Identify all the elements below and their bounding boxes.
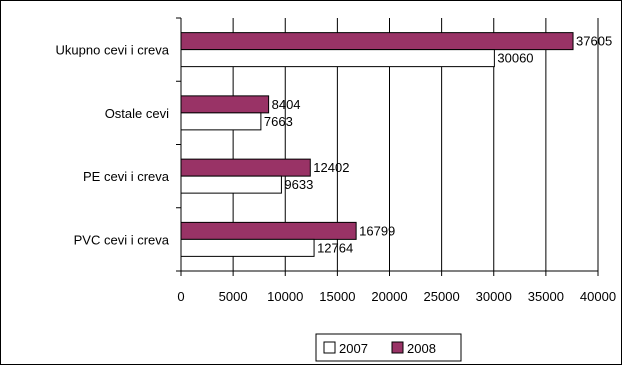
bar-2008 [180, 221, 357, 240]
bar-2007 [180, 175, 282, 194]
x-tick-label: 25000 [424, 289, 460, 304]
x-tick-label: 0 [177, 289, 184, 304]
data-label-2007: 9633 [284, 177, 313, 192]
data-label-2008: 8404 [272, 97, 301, 112]
data-label-2007: 30060 [497, 51, 533, 66]
data-label-2008: 37605 [576, 34, 612, 49]
x-tick-label: 15000 [319, 289, 355, 304]
x-tick-label: 35000 [528, 289, 564, 304]
data-label-2007: 12764 [317, 240, 353, 255]
bar-2008 [180, 95, 270, 114]
labels: 0 5000 10000 15000 20000 25000 30000 35000 40000… [56, 34, 617, 304]
legend-label-2008: 2008 [407, 341, 436, 356]
legend-box [315, 333, 462, 362]
data-label-2007: 7663 [264, 114, 293, 129]
bar-2007 [180, 49, 495, 68]
category-label: PE cevi i creva [83, 169, 170, 184]
legend-swatch-2008 [391, 341, 404, 354]
x-tick-label: 40000 [580, 289, 616, 304]
bar-2007 [180, 112, 262, 131]
bar-2007 [180, 238, 315, 257]
data-label-2008: 12402 [313, 160, 349, 175]
legend: 2007 2008 [315, 333, 462, 362]
x-tick-label: 30000 [476, 289, 512, 304]
category-label: PVC cevi i creva [74, 232, 170, 247]
x-tick-label: 10000 [267, 289, 303, 304]
category-label: Ostale cevi [105, 106, 169, 121]
bars [180, 32, 574, 257]
legend-label-2007: 2007 [339, 341, 368, 356]
axes [176, 17, 599, 276]
data-label-2008: 16799 [359, 223, 395, 238]
x-tick-label: 20000 [371, 289, 407, 304]
bar-2008 [180, 32, 574, 51]
legend-swatch-2007 [323, 341, 336, 354]
bar-2008 [180, 158, 311, 177]
x-tick-label: 5000 [219, 289, 248, 304]
category-label: Ukupno cevi i creva [56, 43, 170, 58]
